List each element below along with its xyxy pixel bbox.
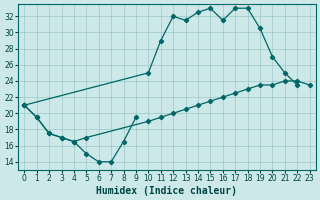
X-axis label: Humidex (Indice chaleur): Humidex (Indice chaleur) bbox=[96, 186, 237, 196]
